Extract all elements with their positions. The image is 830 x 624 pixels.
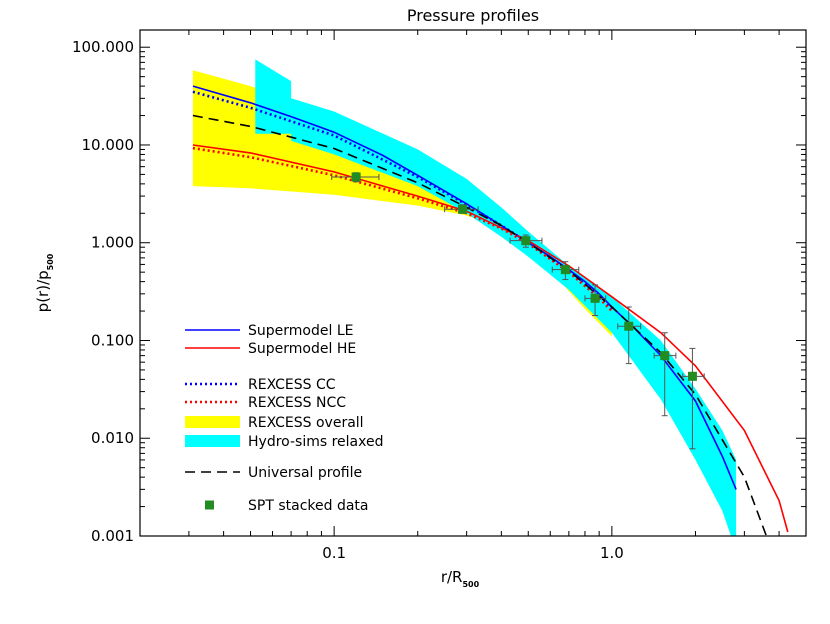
legend-item: REXCESS overall — [185, 415, 364, 431]
band-hydro-sims-relaxed — [255, 59, 737, 536]
x-tick-label: 1.0 — [600, 544, 624, 562]
x-axis-label: r/R500 — [441, 568, 480, 589]
y-tick-label: 0.100 — [91, 331, 134, 349]
spt-marker — [521, 236, 531, 246]
legend-label: Universal profile — [248, 465, 362, 481]
legend-label: Hydro-sims relaxed — [248, 434, 383, 450]
axes-layer: 100.000 10.000 1.000 0.100 0.010 0.001 0.1 1.0 — [72, 29, 807, 562]
series-supermodel-he — [192, 144, 789, 533]
legend-label: REXCESS overall — [248, 415, 364, 431]
series-rexcess-ncc — [192, 146, 613, 313]
points-layer — [331, 172, 705, 450]
legend-label: Supermodel HE — [248, 341, 356, 357]
spt-marker — [351, 172, 361, 182]
x-tick-label: 0.1 — [322, 544, 346, 562]
legend-label: SPT stacked data — [248, 498, 368, 514]
bands-layer — [192, 59, 737, 536]
legend-label: REXCESS CC — [248, 377, 336, 393]
legend-swatch — [205, 500, 214, 510]
x-axis-label-main: r/R — [441, 568, 463, 586]
plot-frame — [139, 29, 807, 537]
spt-marker — [687, 371, 697, 381]
y-axis-label-sub: 500 — [46, 253, 55, 270]
spt-marker — [624, 321, 634, 331]
legend-item: SPT stacked data — [205, 498, 368, 514]
y-axis-label-group: p(r)/p500 — [34, 253, 55, 312]
spt-marker — [458, 204, 468, 214]
spt-marker — [560, 265, 570, 275]
y-axis-label: p(r)/p500 — [34, 253, 55, 312]
y-tick-label: 10.000 — [82, 136, 135, 154]
y-axis-label-main: p(r)/p — [34, 270, 52, 312]
legend-swatch — [185, 435, 240, 447]
legend-label: Supermodel LE — [248, 323, 353, 339]
spt-data-point — [617, 306, 642, 365]
legend-item: REXCESS CC — [185, 377, 336, 393]
y-tick-label: 100.000 — [72, 38, 134, 56]
spt-marker — [590, 293, 600, 303]
spt-data-point — [551, 261, 580, 281]
legend-item: Supermodel LE — [185, 323, 353, 339]
legend-swatch — [185, 416, 240, 428]
spt-data-point — [584, 284, 607, 317]
spt-data-point — [444, 204, 479, 214]
chart-title: Pressure profiles — [407, 6, 539, 25]
legend-item: Universal profile — [185, 465, 362, 481]
spt-marker — [660, 351, 670, 361]
legend: Supermodel LE Supermodel HE REXCESS CC REXC… — [185, 323, 383, 514]
spt-data-point — [682, 347, 705, 450]
spt-data-point — [331, 172, 380, 183]
spt-data-point — [653, 332, 677, 417]
y-tick-label: 0.001 — [91, 527, 134, 545]
y-tick-label: 1.000 — [91, 234, 134, 252]
legend-item: Hydro-sims relaxed — [185, 434, 383, 450]
y-tick-label: 0.010 — [91, 429, 134, 447]
legend-item: Supermodel HE — [185, 341, 356, 357]
legend-label: REXCESS NCC — [248, 395, 346, 411]
spt-data-point — [509, 234, 543, 248]
legend-item: REXCESS NCC — [185, 395, 346, 411]
x-axis-label-sub: 500 — [462, 580, 479, 589]
